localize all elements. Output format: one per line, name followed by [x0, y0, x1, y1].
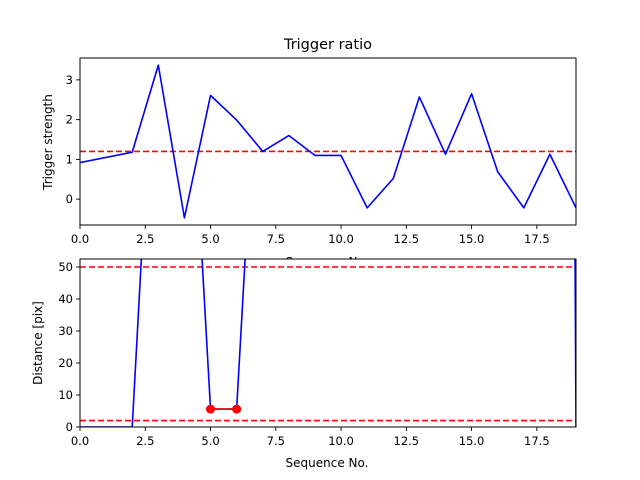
x-tick-label: 15.0	[459, 434, 485, 448]
x-tick-label: 12.5	[394, 232, 420, 246]
x-tick-label: 10.0	[328, 232, 354, 246]
y-tick-label: 3	[66, 73, 73, 87]
x-tick-label: 10.0	[328, 434, 354, 448]
x-tick-label: 7.5	[267, 232, 285, 246]
x-tick-label: 7.5	[267, 434, 285, 448]
y-axis-label-bottom: Distance [pix]	[31, 301, 45, 385]
plot-area-top	[80, 64, 576, 219]
x-tick-label: 2.5	[136, 232, 154, 246]
y-tick-label: 2	[66, 113, 73, 127]
x-tick-label: 2.5	[136, 434, 154, 448]
x-tick-label: 5.0	[201, 232, 219, 246]
y-tick-label: 30	[58, 324, 73, 338]
chart-title: Trigger ratio	[283, 37, 372, 53]
x-tick-label: 5.0	[201, 434, 219, 448]
x-tick-label: 17.5	[524, 434, 550, 448]
plot-area-bottom	[80, 259, 576, 427]
x-tick-label: 0.0	[71, 232, 89, 246]
y-tick-label: 0	[66, 420, 73, 434]
axes-background-bottom	[80, 259, 576, 427]
x-tick-label: 12.5	[394, 434, 420, 448]
y-tick-label: 0	[66, 192, 73, 206]
x-tick-label: 0.0	[71, 434, 89, 448]
axes-frame-top	[79, 57, 577, 226]
y-tick-label: 10	[58, 388, 73, 402]
series-line-top-0	[80, 64, 576, 219]
x-tick-label: 15.0	[459, 232, 485, 246]
data-point-marker	[206, 404, 216, 414]
x-tick-label: 17.5	[524, 232, 550, 246]
axes-frame-bottom	[79, 258, 577, 428]
y-tick-label: 40	[58, 292, 73, 306]
trigger-ratio-panel: 0.0 2.5 5.0 7.5 10.0 12.5 15.0 17.5 0 1 2 3 Trigger…	[41, 37, 577, 269]
y-axis-label-top: Trigger strength	[41, 94, 55, 191]
x-axis-label-bottom: Sequence No.	[286, 456, 369, 470]
y-tick-label: 50	[58, 260, 73, 274]
distance-panel: 0.0 2.5 5.0 7.5 10.0 12.5 15.0 17.501020304050 …	[31, 258, 577, 470]
y-tick-label: 20	[58, 356, 73, 370]
y-tick-label: 1	[66, 152, 73, 166]
data-point-marker	[232, 404, 242, 414]
